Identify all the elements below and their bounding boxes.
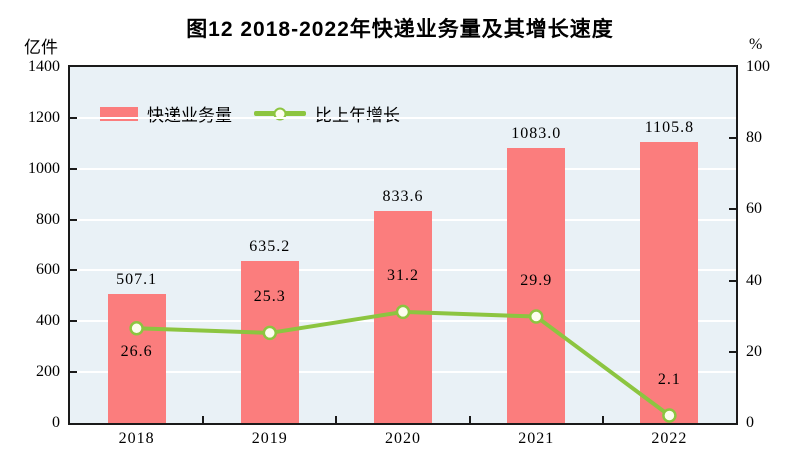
y-axis-tick-right — [729, 137, 736, 140]
y-axis-tick-left — [70, 116, 77, 119]
growth-line-layer — [129, 304, 677, 423]
y-axis-tick-left — [70, 218, 77, 221]
growth-point-2021 — [528, 309, 544, 324]
growth-value-label-2021: 29.9 — [520, 271, 553, 289]
x-axis-label-2019: 2019 — [251, 430, 288, 447]
gridline — [70, 167, 736, 170]
bar-2021 — [507, 147, 566, 423]
y-axis-tick-left — [70, 320, 77, 323]
bar-value-label-2021: 1083.0 — [511, 124, 562, 142]
legend-line-swatch-icon — [254, 107, 306, 120]
y-axis-label-right: 0 — [746, 414, 754, 431]
x-axis-tick — [202, 416, 205, 423]
bar-2018 — [107, 294, 166, 423]
y-axis-label-left: 800 — [36, 210, 60, 228]
legend-line-marker-icon — [273, 107, 287, 120]
y-axis-label-left: 200 — [36, 363, 60, 381]
x-axis-label-2022: 2022 — [651, 430, 688, 447]
x-axis-tick — [468, 416, 471, 423]
y-axis-tick-left — [70, 269, 77, 272]
x-axis-label-2021: 2021 — [518, 430, 555, 447]
growth-point-2019 — [262, 325, 278, 341]
bar-value-label-2020: 833.6 — [382, 188, 424, 206]
y-axis-label-right: 20 — [746, 342, 762, 360]
y-axis-label-right: 60 — [746, 200, 762, 218]
plot-area: 快递业务量 比上年增长 507.1 635.2 833.6 1083.0 1105.8 2… — [68, 65, 738, 425]
y-axis-tick-right — [729, 279, 736, 282]
growth-point-2022 — [662, 408, 677, 423]
y-axis-tick-right — [729, 208, 736, 211]
growth-value-label-2018: 26.6 — [120, 343, 153, 361]
y-axis-label-left: 1400 — [28, 58, 60, 75]
right-axis-unit: % — [749, 36, 763, 53]
x-axis-label-2018: 2018 — [118, 430, 155, 447]
growth-point-2020 — [395, 304, 411, 320]
y-axis-label-right: 80 — [746, 129, 762, 147]
bar-value-label-2018: 507.1 — [116, 271, 158, 289]
growth-value-label-2019: 25.3 — [253, 287, 286, 305]
y-axis-label-right: 100 — [746, 58, 770, 75]
growth-value-label-2022: 2.1 — [657, 370, 681, 388]
x-axis-tick — [601, 416, 604, 423]
chart-title: 图12 2018-2022年快递业务量及其增长速度 — [186, 18, 614, 41]
left-axis-unit: 亿件 — [24, 38, 58, 57]
legend-label-bar-series: 快递业务量 — [147, 106, 232, 125]
y-axis-label-left: 600 — [36, 261, 60, 279]
y-axis-tick-left — [70, 371, 77, 374]
y-axis-tick-right — [729, 350, 736, 353]
y-axis-label-left: 1200 — [28, 108, 60, 126]
y-axis-label-left: 400 — [36, 312, 60, 330]
bar-2019 — [240, 261, 299, 423]
growth-point-2018 — [129, 321, 144, 336]
gridline — [70, 116, 736, 119]
bar-value-label-2022: 1105.8 — [644, 118, 695, 136]
growth-line — [136, 309, 671, 418]
x-axis-tick — [335, 416, 338, 423]
bar-2022 — [640, 141, 699, 423]
y-axis-label-right: 40 — [746, 271, 762, 289]
x-axis-label-2020: 2020 — [385, 430, 421, 447]
y-axis-label-left: 0 — [52, 414, 60, 431]
y-axis-tick-left — [70, 167, 77, 170]
bar-value-label-2019: 635.2 — [249, 238, 291, 256]
y-axis-label-left: 1000 — [28, 159, 60, 177]
legend-label-line-series: 比上年增长 — [315, 106, 400, 125]
growth-value-label-2020: 31.2 — [387, 266, 419, 284]
